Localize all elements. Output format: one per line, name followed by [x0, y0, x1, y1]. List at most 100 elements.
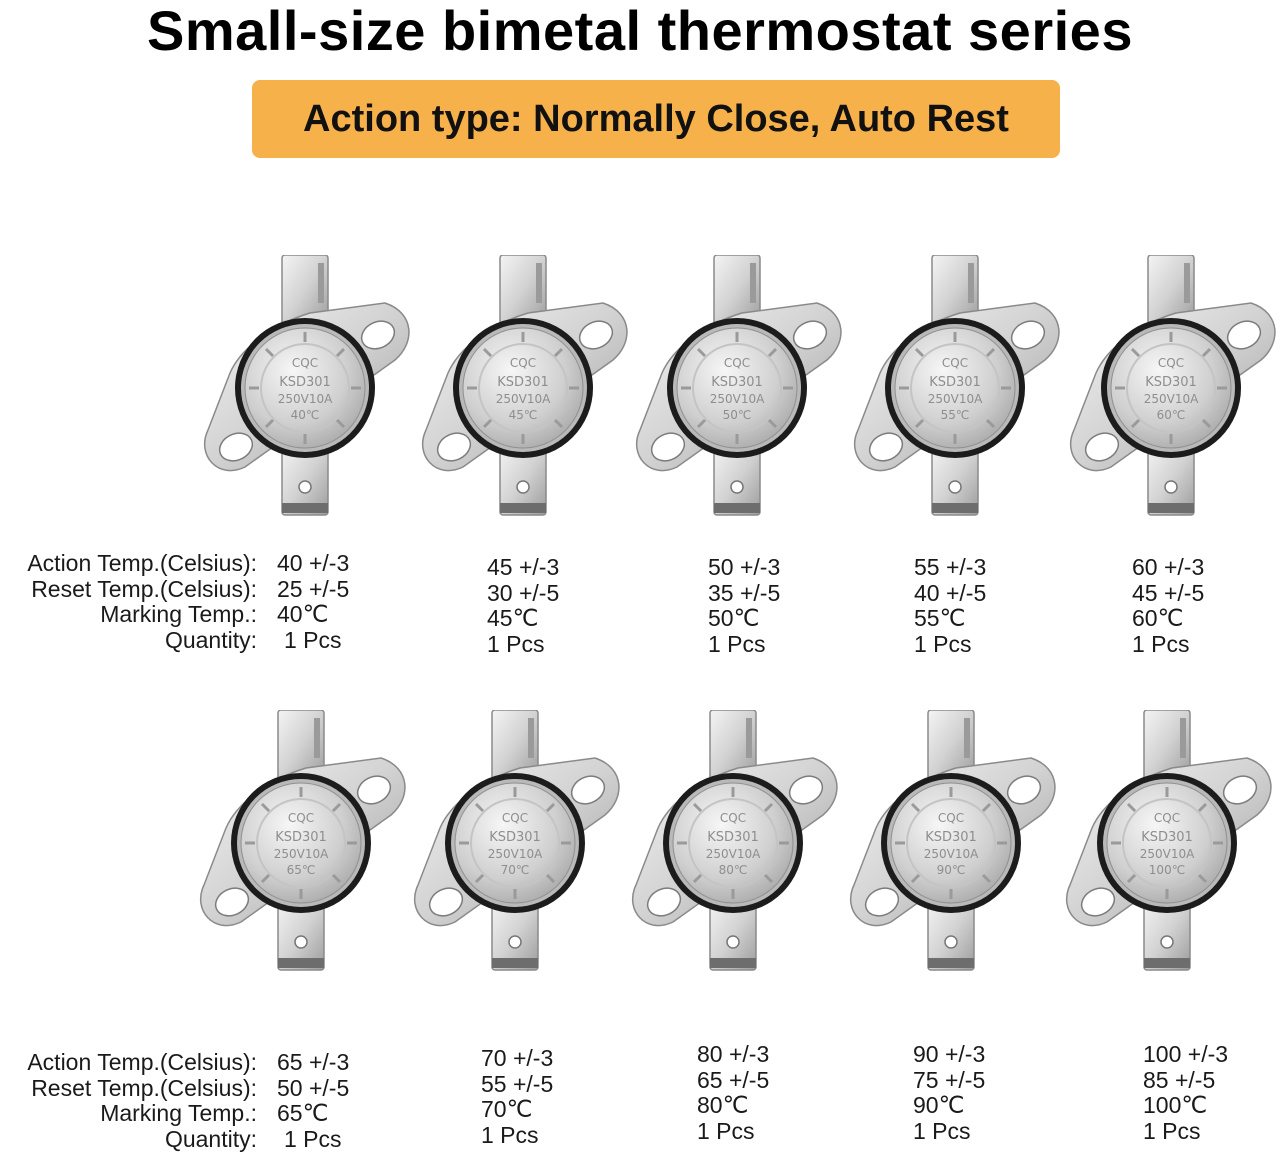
quantity-value: 1 Pcs — [1143, 1117, 1201, 1144]
action-temp-value: 100 +/-3 — [1143, 1041, 1229, 1067]
spec-column-5: 60 +/-3 45 +/-5 60℃ 1 Pcs — [1132, 554, 1205, 657]
thermostat-image: CQC KSD301 250V10A 65℃ — [196, 709, 411, 975]
svg-text:250V10A: 250V10A — [1140, 847, 1195, 861]
svg-text:250V10A: 250V10A — [928, 392, 983, 406]
svg-text:40℃: 40℃ — [291, 408, 320, 422]
marking-temp-label: Marking Temp.: — [100, 1100, 257, 1126]
marking-temp-value: 65℃ — [277, 1100, 329, 1126]
svg-text:100℃: 100℃ — [1149, 863, 1185, 877]
quantity-label: Quantity: — [164, 626, 257, 653]
action-temp-value: 90 +/-3 — [913, 1041, 986, 1067]
action-temp-value: 70 +/-3 — [481, 1045, 554, 1071]
svg-text:KSD301: KSD301 — [707, 830, 759, 845]
reset-temp-value: 25 +/-5 — [277, 575, 350, 602]
marking-temp-value: 70℃ — [481, 1096, 533, 1122]
action-temp-value: 55 +/-3 — [914, 554, 987, 580]
spec-labels-row-2: Action Temp.(Celsius): Reset Temp.(Celsi… — [3, 1049, 257, 1152]
reset-temp-label: Reset Temp.(Celsius): — [31, 1074, 257, 1101]
thermostat-image: CQC KSD301 250V10A 60℃ — [1066, 254, 1280, 520]
marking-temp-value: 50℃ — [708, 605, 760, 631]
reset-temp-value: 35 +/-5 — [708, 579, 781, 606]
svg-text:KSD301: KSD301 — [1145, 375, 1197, 390]
marking-temp-value: 80℃ — [697, 1092, 749, 1118]
action-temp-label: Action Temp.(Celsius): — [27, 550, 257, 576]
svg-text:CQC: CQC — [1154, 811, 1180, 825]
svg-text:KSD301: KSD301 — [925, 830, 977, 845]
quantity-label: Quantity: — [164, 1125, 257, 1152]
thermostat-image: CQC KSD301 250V10A 90℃ — [846, 709, 1061, 975]
svg-text:45℃: 45℃ — [509, 408, 538, 422]
spec-column-9: 90 +/-3 75 +/-5 90℃ 1 Pcs — [913, 1041, 986, 1144]
svg-text:CQC: CQC — [942, 356, 968, 370]
svg-text:KSD301: KSD301 — [1141, 830, 1193, 845]
action-temp-value: 80 +/-3 — [697, 1041, 770, 1067]
thermostat-image: CQC KSD301 250V10A 50℃ — [632, 254, 847, 520]
quantity-value: 1 Pcs — [914, 630, 972, 657]
svg-text:CQC: CQC — [720, 811, 746, 825]
thermostat-image: CQC KSD301 250V10A 100℃ — [1062, 709, 1277, 975]
reset-temp-label: Reset Temp.(Celsius): — [31, 575, 257, 602]
thermostat-image: CQC KSD301 250V10A 40℃ — [200, 254, 415, 520]
svg-text:90℃: 90℃ — [937, 863, 966, 877]
reset-temp-value: 85 +/-5 — [1143, 1066, 1216, 1093]
svg-text:80℃: 80℃ — [719, 863, 748, 877]
svg-text:KSD301: KSD301 — [497, 375, 549, 390]
svg-text:CQC: CQC — [510, 356, 536, 370]
svg-text:250V10A: 250V10A — [488, 847, 543, 861]
quantity-value: 1 Pcs — [708, 630, 766, 657]
svg-text:KSD301: KSD301 — [275, 830, 327, 845]
svg-text:CQC: CQC — [288, 811, 314, 825]
svg-text:250V10A: 250V10A — [1144, 392, 1199, 406]
svg-text:KSD301: KSD301 — [711, 375, 763, 390]
spec-column-8: 80 +/-3 65 +/-5 80℃ 1 Pcs — [697, 1041, 770, 1144]
thermostat-image: CQC KSD301 250V10A 80℃ — [628, 709, 843, 975]
reset-temp-value: 55 +/-5 — [481, 1070, 554, 1097]
thermostat-image: CQC KSD301 250V10A 45℃ — [418, 254, 633, 520]
marking-temp-value: 100℃ — [1143, 1092, 1208, 1118]
svg-text:KSD301: KSD301 — [279, 375, 331, 390]
svg-text:250V10A: 250V10A — [710, 392, 765, 406]
reset-temp-value: 40 +/-5 — [914, 579, 987, 606]
quantity-value: 1 Pcs — [487, 630, 545, 657]
marking-temp-value: 45℃ — [487, 605, 539, 631]
marking-temp-value: 90℃ — [913, 1092, 965, 1118]
reset-temp-value: 45 +/-5 — [1132, 579, 1205, 606]
svg-text:KSD301: KSD301 — [489, 830, 541, 845]
quantity-value: 1 Pcs — [284, 1125, 342, 1152]
spec-column-2: 45 +/-3 30 +/-5 45℃ 1 Pcs — [487, 554, 560, 657]
svg-text:60℃: 60℃ — [1157, 408, 1186, 422]
svg-text:65℃: 65℃ — [287, 863, 316, 877]
svg-text:CQC: CQC — [724, 356, 750, 370]
svg-text:250V10A: 250V10A — [706, 847, 761, 861]
quantity-value: 1 Pcs — [284, 626, 342, 653]
quantity-value: 1 Pcs — [697, 1117, 755, 1144]
spec-labels-row-1: Action Temp.(Celsius): Reset Temp.(Celsi… — [3, 550, 257, 653]
svg-text:CQC: CQC — [292, 356, 318, 370]
thermostat-image: CQC KSD301 250V10A 55℃ — [850, 254, 1065, 520]
action-temp-value: 60 +/-3 — [1132, 554, 1205, 580]
spec-column-3: 50 +/-3 35 +/-5 50℃ 1 Pcs — [708, 554, 781, 657]
svg-text:KSD301: KSD301 — [929, 375, 981, 390]
marking-temp-label: Marking Temp.: — [100, 601, 257, 627]
action-type-banner: Action type: Normally Close, Auto Rest — [252, 80, 1060, 158]
spec-column-4: 55 +/-3 40 +/-5 55℃ 1 Pcs — [914, 554, 987, 657]
svg-text:CQC: CQC — [938, 811, 964, 825]
svg-text:CQC: CQC — [502, 811, 528, 825]
marking-temp-value: 40℃ — [277, 601, 329, 627]
svg-text:250V10A: 250V10A — [924, 847, 979, 861]
marking-temp-value: 55℃ — [914, 605, 966, 631]
quantity-value: 1 Pcs — [481, 1121, 539, 1148]
reset-temp-value: 30 +/-5 — [487, 579, 560, 606]
spec-column-10: 100 +/-3 85 +/-5 100℃ 1 Pcs — [1143, 1041, 1229, 1144]
marking-temp-value: 60℃ — [1132, 605, 1184, 631]
spec-column-1: 40 +/-3 25 +/-5 40℃ 1 Pcs — [277, 550, 350, 653]
quantity-value: 1 Pcs — [1132, 630, 1190, 657]
quantity-value: 1 Pcs — [913, 1117, 971, 1144]
spec-column-6: 65 +/-3 50 +/-5 65℃ 1 Pcs — [277, 1049, 350, 1152]
svg-text:250V10A: 250V10A — [274, 847, 329, 861]
svg-text:55℃: 55℃ — [941, 408, 970, 422]
action-temp-value: 65 +/-3 — [277, 1049, 350, 1075]
reset-temp-value: 50 +/-5 — [277, 1074, 350, 1101]
page-title: Small-size bimetal thermostat series — [147, 0, 1133, 62]
reset-temp-value: 75 +/-5 — [913, 1066, 986, 1093]
